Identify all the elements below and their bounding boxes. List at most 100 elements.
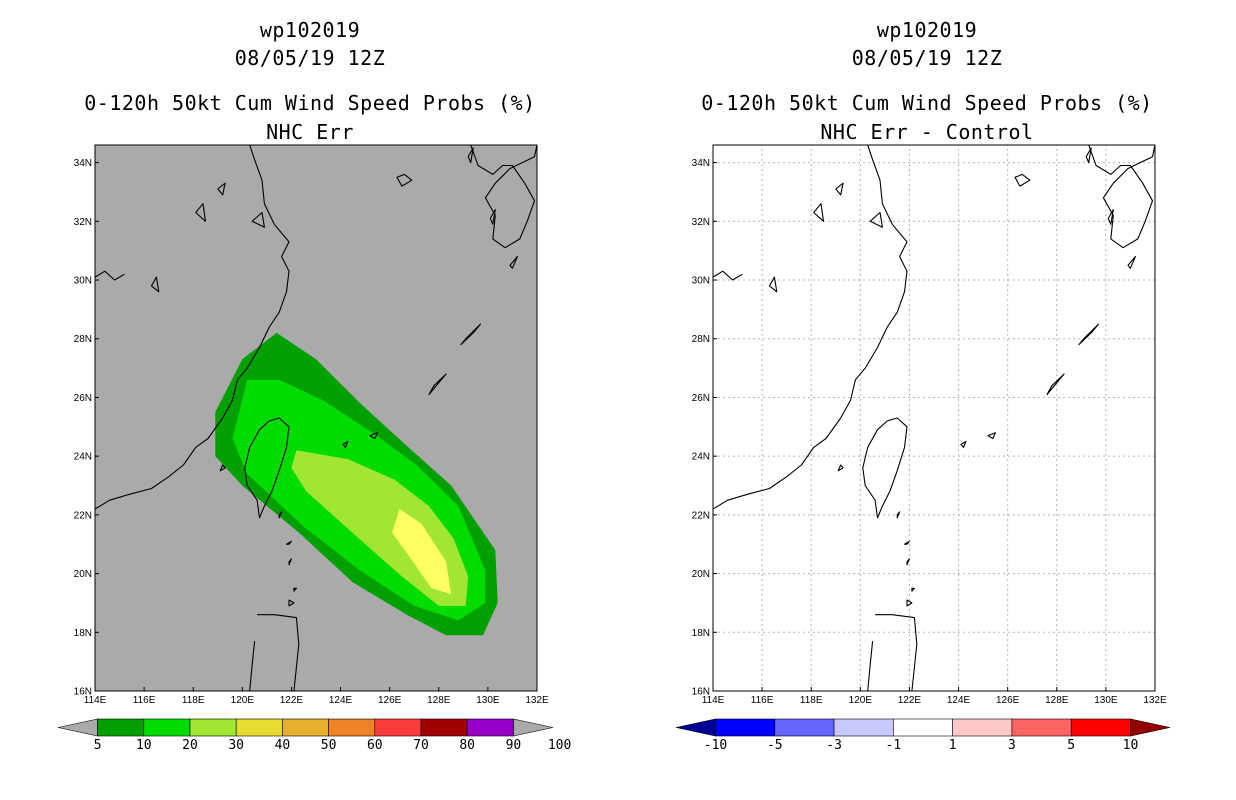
right-island bbox=[869, 211, 883, 228]
left-lon-label: 124E bbox=[329, 695, 353, 706]
right-island bbox=[813, 203, 825, 222]
left-datetime: 08/05/19 12Z bbox=[234, 46, 386, 70]
right-island bbox=[987, 432, 996, 440]
right-colorbar-label: -1 bbox=[886, 738, 902, 753]
left-lat-label: 20N bbox=[74, 569, 92, 580]
right-island bbox=[1107, 209, 1114, 225]
left-colorbar-swatch bbox=[374, 718, 422, 737]
right-colorbar-swatch bbox=[833, 718, 894, 737]
left-island bbox=[217, 182, 226, 196]
right-colorbar-swatch bbox=[1011, 718, 1072, 737]
left-island bbox=[396, 173, 413, 187]
right-colorbar-label: 3 bbox=[1008, 738, 1016, 753]
right-lon-label: 130E bbox=[1094, 695, 1118, 706]
right-island bbox=[1085, 147, 1092, 164]
left-island bbox=[489, 209, 496, 225]
right-lon-label: 116E bbox=[751, 695, 774, 706]
right-lat-label: 32N bbox=[692, 217, 710, 228]
right-colorbar-label: -5 bbox=[767, 738, 783, 753]
left-taiwan-coastline bbox=[244, 417, 290, 519]
left-colorbar-under bbox=[57, 718, 98, 737]
right-island bbox=[1014, 173, 1031, 187]
right-colorbar-swatch bbox=[893, 718, 953, 737]
left-product-title: 0-120h 50kt Cum Wind Speed Probs (%) bbox=[84, 91, 536, 115]
right-colorbar-label: -10 bbox=[704, 738, 727, 753]
right-colorbar-swatch bbox=[1070, 718, 1131, 737]
left-lat-label: 24N bbox=[74, 452, 92, 463]
left-colorbar-label: 90 bbox=[506, 738, 522, 753]
right-island bbox=[768, 276, 778, 293]
left-lon-label: 130E bbox=[476, 695, 500, 706]
left-lon-label: 132E bbox=[525, 695, 549, 706]
left-map-frame bbox=[94, 144, 538, 692]
right-island bbox=[903, 540, 910, 545]
left-lon-label: 120E bbox=[231, 695, 255, 706]
right-island bbox=[906, 599, 913, 607]
right-colorbar-swatch bbox=[952, 718, 1013, 737]
right-lon-label: 126E bbox=[996, 695, 1020, 706]
left-china-coastline bbox=[95, 145, 290, 510]
right-map-background bbox=[713, 145, 1155, 691]
left-island bbox=[342, 440, 349, 448]
right-colorbar-swatch bbox=[774, 718, 835, 737]
left-colorbar-swatch bbox=[143, 718, 191, 737]
right-colorbar-over bbox=[1130, 718, 1171, 737]
left-island bbox=[219, 464, 226, 472]
right-lat-label: 22N bbox=[692, 510, 710, 521]
right-colorbar-under bbox=[675, 718, 716, 737]
left-colorbar-swatch bbox=[466, 718, 514, 737]
left-island bbox=[428, 373, 447, 396]
left-colorbar-label: 20 bbox=[182, 738, 198, 753]
left-prob-contour-30 bbox=[392, 509, 452, 595]
right-map-content bbox=[713, 145, 1155, 691]
left-lon-label: 116E bbox=[133, 695, 156, 706]
left-lake-outline bbox=[95, 270, 125, 281]
right-island bbox=[1127, 255, 1136, 269]
left-lat-label: 26N bbox=[74, 393, 92, 404]
left-colorbar-label: 100 bbox=[548, 738, 571, 753]
right-lat-label: 30N bbox=[692, 276, 710, 287]
left-map-content bbox=[95, 145, 537, 691]
left-lat-label: 34N bbox=[74, 158, 92, 169]
left-colorbar-label: 10 bbox=[136, 738, 152, 753]
left-colorbar-label: 60 bbox=[367, 738, 383, 753]
left-colorbar-swatch bbox=[328, 718, 376, 737]
left-lon-label: 122E bbox=[280, 695, 304, 706]
right-lon-label: 118E bbox=[800, 695, 823, 706]
right-island bbox=[835, 182, 844, 196]
left-lon-label: 114E bbox=[84, 695, 107, 706]
left-luzon-coastline bbox=[249, 614, 300, 691]
right-island bbox=[837, 464, 844, 472]
right-lon-label: 122E bbox=[898, 695, 922, 706]
left-colorbar-label: 70 bbox=[413, 738, 429, 753]
right-colorbar-label: -3 bbox=[826, 738, 842, 753]
left-colorbar-label: 50 bbox=[321, 738, 337, 753]
right-colorbar-label: 5 bbox=[1067, 738, 1075, 753]
left-lon-label: 128E bbox=[427, 695, 451, 706]
right-product-title: 0-120h 50kt Cum Wind Speed Probs (%) bbox=[701, 91, 1153, 115]
right-island bbox=[896, 511, 901, 519]
left-lon-label: 126E bbox=[378, 695, 402, 706]
left-island bbox=[288, 558, 292, 566]
left-kyushu-coastline bbox=[470, 145, 537, 249]
left-island bbox=[288, 599, 295, 607]
right-island bbox=[1046, 373, 1065, 396]
right-lon-label: 124E bbox=[947, 695, 971, 706]
right-taiwan-coastline bbox=[862, 417, 908, 519]
left-lat-label: 32N bbox=[74, 217, 92, 228]
right-lat-label: 26N bbox=[692, 393, 710, 404]
left-island bbox=[285, 540, 292, 545]
left-colorbar-swatch bbox=[282, 718, 329, 737]
right-lat-label: 16N bbox=[692, 687, 710, 698]
right-lake-outline bbox=[713, 270, 743, 281]
right-china-coastline bbox=[713, 145, 908, 510]
left-island bbox=[460, 323, 482, 346]
left-colorbar-swatch bbox=[420, 718, 468, 737]
right-kyushu-coastline bbox=[1088, 145, 1155, 249]
right-island bbox=[1078, 323, 1100, 346]
right-lon-label: 132E bbox=[1143, 695, 1167, 706]
left-lat-label: 18N bbox=[74, 628, 92, 639]
